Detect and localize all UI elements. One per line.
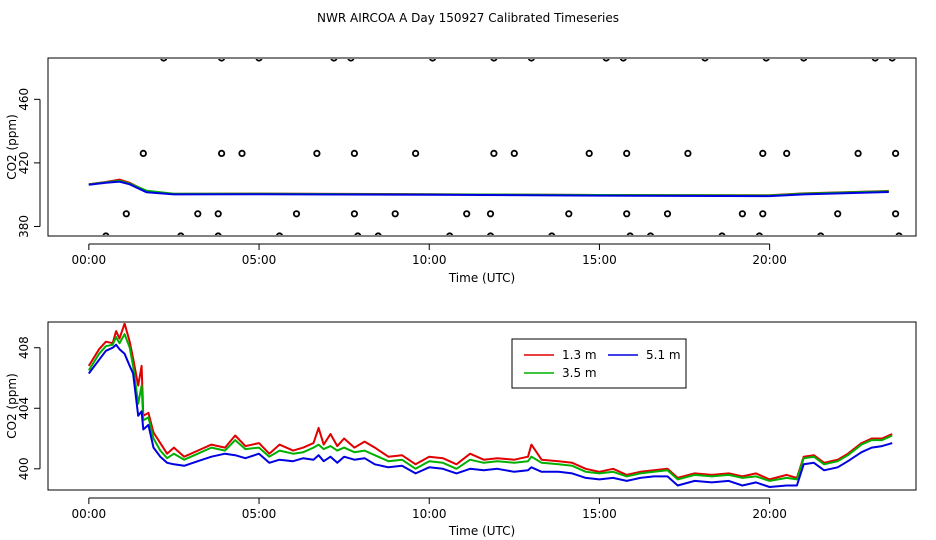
y-axis-title: CO2 (ppm): [5, 373, 19, 439]
legend-label-s51: 5.1 m: [646, 348, 681, 362]
outlier-point: [292, 210, 301, 218]
y-tick-label: 460: [17, 88, 31, 111]
series-line-s35: [87, 333, 893, 482]
chart-title: NWR AIRCOA A Day 150927 Calibrated Times…: [317, 11, 619, 25]
x-tick-label: 15:00: [582, 253, 617, 267]
series-line-s35: [88, 179, 889, 197]
outlier-point: [895, 232, 903, 235]
y-axis-title: CO2 (ppm): [5, 114, 19, 180]
outlier-point: [177, 232, 185, 235]
x-axis-title: Time (UTC): [448, 271, 515, 285]
outlier-point: [350, 210, 358, 218]
outlier-point: [701, 59, 709, 62]
outlier-point: [623, 149, 631, 157]
outlier-point: [684, 149, 692, 157]
series-line-s51: [88, 343, 893, 488]
series-line-s13: [87, 323, 893, 481]
outlier-point: [214, 210, 222, 218]
outlier-point: [276, 232, 283, 235]
plot-frame: [47, 321, 917, 491]
outlier-point: [330, 59, 338, 62]
legend: 1.3 m 5.1 m 3.5 m: [511, 338, 687, 389]
x-tick-label: 05:00: [242, 253, 277, 267]
outlier-point: [463, 210, 471, 218]
outlier-point: [888, 59, 896, 62]
outlier-point: [139, 149, 147, 157]
outlier-point: [891, 210, 900, 218]
outlier-point: [527, 59, 535, 62]
x-tick-label: 10:00: [412, 253, 447, 267]
outlier-point: [510, 149, 518, 157]
outlier-point: [755, 232, 763, 235]
bottom-panel: 00:00 05:00 10:00 15:00 20:00 Time (UTC) 400 40…: [5, 321, 917, 538]
y-tick-label: 408: [17, 336, 31, 359]
x-tick-label: 10:00: [412, 507, 447, 521]
outlier-point: [834, 210, 842, 218]
x-axis-title: Time (UTC): [448, 524, 515, 538]
plot-frame: [47, 57, 917, 237]
outlier-point: [817, 232, 825, 235]
top-panel: 00:00 05:00 10:00 15:00 20:00 Time (UTC) 380 42…: [5, 57, 917, 285]
outlier-point: [313, 149, 321, 157]
plot-area: [88, 59, 903, 235]
outlier-point: [854, 149, 862, 157]
outlier-point: [255, 59, 263, 62]
y-tick-label: 400: [17, 457, 31, 480]
outlier-point: [391, 210, 399, 218]
outlier-point: [429, 59, 437, 62]
legend-box: [511, 338, 687, 389]
outlier-point: [218, 149, 226, 157]
outlier-point: [487, 232, 494, 235]
outlier-point: [762, 59, 770, 62]
outlier-point: [411, 149, 420, 157]
x-tick-label: 20:00: [752, 507, 787, 521]
outlier-point: [800, 59, 808, 62]
outlier-point: [663, 210, 672, 218]
outlier-point: [619, 59, 627, 62]
y-tick-label: 380: [17, 215, 31, 238]
outlier-point: [548, 232, 556, 235]
outlier-point: [354, 232, 362, 235]
series-line-s51: [88, 180, 889, 198]
outlier-point: [783, 149, 791, 157]
x-tick-label: 00:00: [72, 253, 107, 267]
x-tick-label: 05:00: [242, 507, 277, 521]
outlier-point: [759, 210, 767, 218]
outlier-point: [871, 59, 879, 62]
outlier-point: [160, 59, 168, 62]
x-tick-label: 00:00: [72, 507, 107, 521]
outlier-point: [891, 149, 900, 157]
x-tick-label: 15:00: [582, 507, 617, 521]
outlier-point: [238, 149, 246, 157]
legend-label-s13: 1.3 m: [562, 348, 597, 362]
plot-area: [87, 323, 893, 488]
outlier-point: [122, 210, 130, 218]
outlier-point: [626, 232, 634, 235]
outlier-point: [486, 210, 495, 218]
legend-label-s35: 3.5 m: [562, 366, 597, 380]
outlier-point: [647, 232, 654, 235]
outlier-point: [565, 210, 573, 218]
y-tick-label: 420: [17, 151, 31, 174]
outlier-point: [718, 232, 726, 235]
outlier-point: [602, 59, 610, 62]
x-tick-label: 20:00: [752, 253, 787, 267]
outlier-point: [218, 59, 226, 62]
outlier-point: [585, 149, 593, 157]
outlier-point: [446, 232, 454, 235]
outlier-point: [623, 210, 631, 218]
outlier-point: [350, 149, 358, 157]
outlier-point: [490, 149, 498, 157]
outlier-point: [374, 232, 382, 235]
outlier-point: [738, 210, 747, 218]
outlier-point: [194, 210, 202, 218]
outlier-point: [759, 149, 767, 157]
outlier-point: [490, 59, 498, 62]
outlier-point: [347, 59, 355, 62]
outlier-point: [102, 232, 110, 235]
outlier-point: [214, 232, 222, 235]
y-tick-label: 404: [17, 397, 31, 420]
